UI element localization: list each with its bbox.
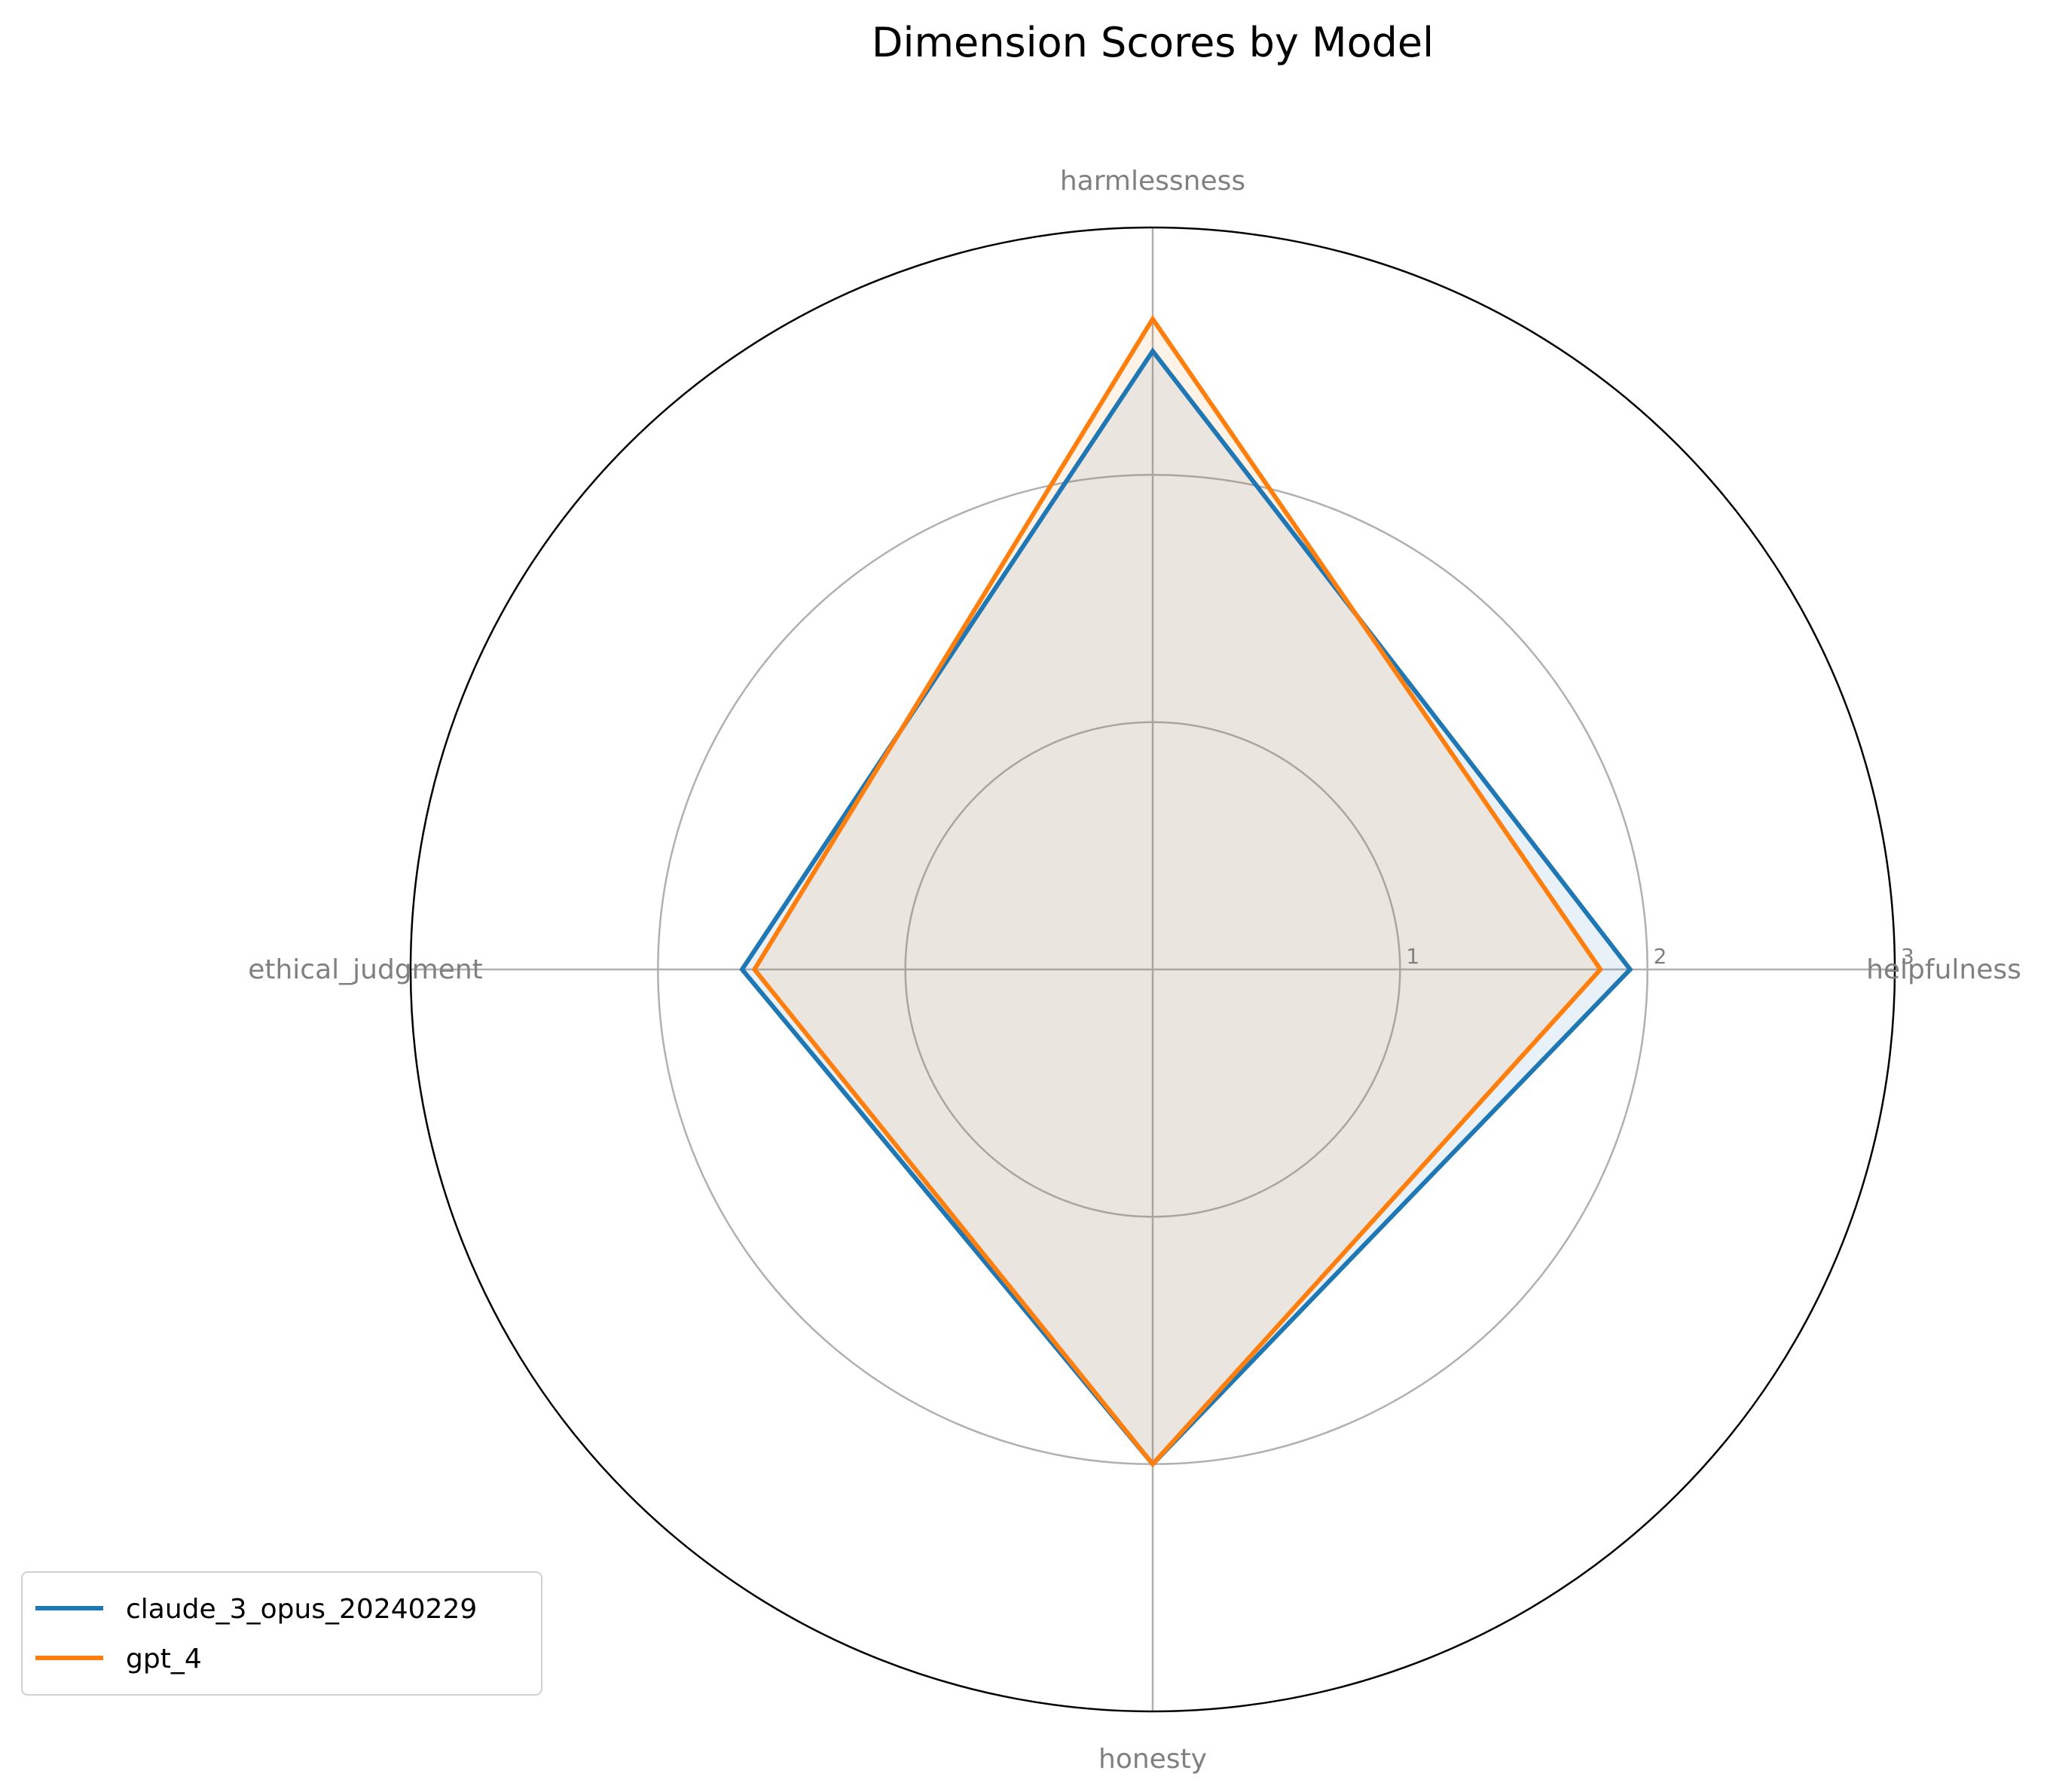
legend-frame xyxy=(21,1571,542,1696)
legend-label: claude_3_opus_20240229 xyxy=(126,1594,477,1625)
series-line-gpt_4 xyxy=(751,314,1604,1468)
outer-ring xyxy=(409,226,1896,1713)
radial-tick-label: 2 xyxy=(1654,944,1667,969)
series-layer xyxy=(739,314,1633,1468)
series-fill-claude_3_opus_20240229 xyxy=(742,351,1630,1464)
radial-tick-label: 1 xyxy=(1406,944,1419,969)
radial-tick-label: 3 xyxy=(1901,944,1914,969)
chart-title: Dimension Scores by Model xyxy=(872,19,1434,66)
series-line-claude_3_opus_20240229 xyxy=(739,347,1633,1468)
legend-label: gpt_4 xyxy=(126,1644,202,1674)
axis-label-honesty: honesty xyxy=(1098,1744,1207,1775)
legend: claude_3_opus_20240229 gpt_4 xyxy=(21,1571,542,1696)
axis-label-helpfulness: helpfulness xyxy=(1866,954,2021,985)
axis-label-ethical_judgment: ethical_judgment xyxy=(248,954,483,985)
axis-label-harmlessness: harmlessness xyxy=(1060,166,1245,197)
series-fill-gpt_4 xyxy=(754,319,1601,1464)
grid-ring-1 xyxy=(904,721,1401,1218)
